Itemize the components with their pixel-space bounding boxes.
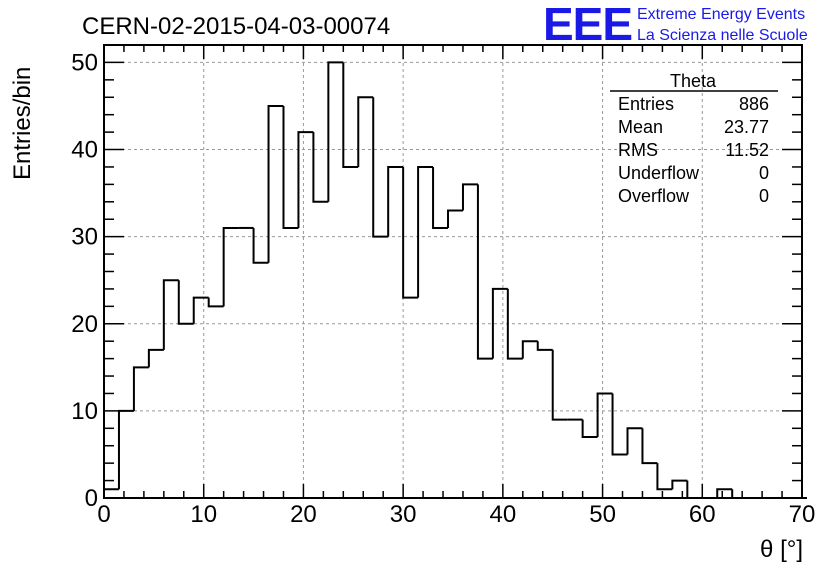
x-tick-label: 40 xyxy=(490,501,517,528)
y-tick-label: 30 xyxy=(71,224,98,251)
stats-entries-value: 886 xyxy=(739,94,769,114)
x-tick-label: 70 xyxy=(789,501,816,528)
histogram-bin xyxy=(117,409,134,490)
histogram-bin xyxy=(432,166,449,229)
y-tick-label: 20 xyxy=(71,311,98,338)
histogram-bin xyxy=(162,279,179,350)
stats-underflow-label: Underflow xyxy=(618,163,700,183)
histogram-bin xyxy=(132,366,149,411)
histogram-bin xyxy=(207,297,224,308)
x-tick-label: 30 xyxy=(390,501,417,528)
stats-rms-value: 11.52 xyxy=(725,140,769,160)
histogram-bin xyxy=(372,97,389,238)
y-tick-label: 50 xyxy=(71,49,98,76)
histogram-bin xyxy=(656,463,673,491)
histogram-bin xyxy=(177,280,194,325)
stats-entries-label: Entries xyxy=(618,94,674,114)
x-tick-label: 20 xyxy=(290,501,317,528)
histogram-bin xyxy=(222,226,239,307)
stats-underflow-value: 0 xyxy=(759,163,769,183)
eee-logo: EEE Extreme Energy Events La Scienza nel… xyxy=(543,0,808,50)
histogram-bin xyxy=(551,349,568,421)
histogram-bin xyxy=(387,165,404,237)
histogram-bin xyxy=(192,296,209,324)
histogram-bin xyxy=(521,340,538,359)
histogram-bin xyxy=(312,132,329,203)
histogram-bin xyxy=(476,184,493,360)
histogram-bin xyxy=(596,392,613,438)
y-tick-label: 10 xyxy=(71,398,98,425)
histogram-bin xyxy=(357,96,374,167)
histogram-bin xyxy=(402,166,419,299)
y-axis-label: Entries/bin xyxy=(9,67,36,180)
histogram-bin xyxy=(716,488,733,498)
histogram-bin xyxy=(461,183,478,211)
histogram-bin xyxy=(267,104,284,263)
histogram-bin xyxy=(252,227,269,264)
histogram-bin xyxy=(731,489,748,499)
histogram-bin xyxy=(581,419,598,439)
histogram-bin xyxy=(536,341,553,351)
y-tick-label: 0 xyxy=(85,485,98,512)
histogram-bin xyxy=(282,105,299,229)
histogram-bin xyxy=(611,393,628,456)
stats-mean-label: Mean xyxy=(618,117,663,137)
histogram-bin xyxy=(447,209,463,228)
histogram-bin xyxy=(506,288,523,360)
stats-title: Theta xyxy=(670,71,717,91)
run-title: CERN-02-2015-04-03-00074 xyxy=(82,13,390,40)
grid xyxy=(104,45,802,498)
stats-rms-label: RMS xyxy=(618,140,658,160)
y-tick-label: 40 xyxy=(71,137,98,164)
histogram-bin xyxy=(686,480,703,499)
stats-box: Theta Entries 886 Mean 23.77 RMS 11.52 U… xyxy=(610,71,778,206)
x-tick-label: 10 xyxy=(190,501,217,528)
eee-logo-line1: Extreme Energy Events xyxy=(637,6,805,23)
eee-logo-mark: EEE xyxy=(543,0,632,50)
stats-overflow-label: Overflow xyxy=(618,186,690,206)
tick-labels: 0 10 20 30 40 50 60 70 0 10 20 30 40 50 xyxy=(71,49,815,528)
x-axis-label: θ [°] xyxy=(760,536,803,563)
histogram-bin xyxy=(342,62,359,168)
histogram-bin xyxy=(147,348,164,368)
x-tick-label: 0 xyxy=(97,501,110,528)
stats-mean-value: 23.77 xyxy=(724,117,769,137)
eee-logo-line2: La Scienza nelle Scuole xyxy=(637,27,808,44)
histogram-bin xyxy=(671,479,688,490)
histogram-bins xyxy=(103,61,807,499)
plot-frame xyxy=(103,44,803,499)
plot-frame-rect xyxy=(103,44,803,499)
histogram-bin xyxy=(491,287,508,359)
histogram-bin xyxy=(417,165,434,298)
histogram-bin xyxy=(327,61,344,202)
stats-overflow-value: 0 xyxy=(759,186,769,206)
histogram-bin xyxy=(626,427,643,455)
histogram-bin xyxy=(297,131,314,228)
axis-ticks xyxy=(103,44,803,499)
x-tick-label: 50 xyxy=(589,501,616,528)
histogram-bin xyxy=(103,488,119,498)
x-tick-label: 60 xyxy=(689,501,716,528)
histogram-bin xyxy=(641,428,658,465)
